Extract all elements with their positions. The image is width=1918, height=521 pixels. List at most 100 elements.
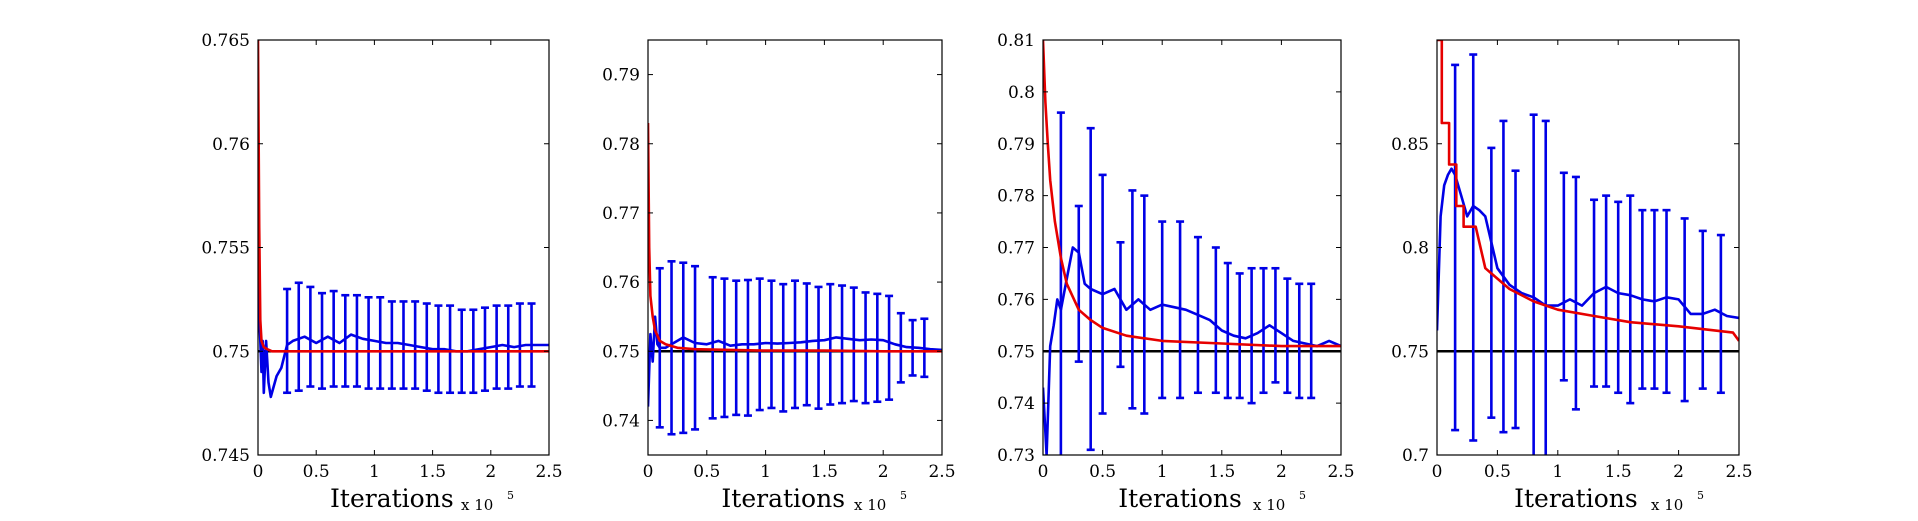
x-tick-label: 0.5	[693, 462, 720, 482]
y-tick-label: 0.76	[212, 135, 250, 155]
subplot-3: 0 0.5 1 1.5 2 2.5 0.73 0.74 0.75 0.76 0.77 0.78 0.79…	[997, 31, 1354, 514]
y-tick-label: 0.77	[997, 239, 1035, 259]
x-tick-label: 0.5	[303, 462, 330, 482]
x-tick-label: 2.5	[535, 462, 562, 482]
y-tick-label: 0.81	[997, 31, 1035, 51]
x-tick-label: 1	[369, 462, 380, 482]
error-bar	[814, 285, 823, 410]
error-bar	[1223, 261, 1232, 400]
error-bar	[1650, 208, 1659, 390]
x-tick-label: 2	[1276, 462, 1287, 482]
error-bar	[861, 291, 870, 405]
error-bar	[1487, 146, 1496, 419]
plot-content	[258, 40, 549, 399]
running-average-line	[1043, 40, 1341, 348]
error-bar	[1511, 169, 1520, 430]
x-tick-label: 1	[1157, 462, 1168, 482]
error-bar	[838, 284, 847, 405]
estimate-line	[648, 315, 942, 407]
error-bar	[1626, 194, 1635, 405]
subplot-4: 0 0.5 1 1.5 2 2.5 0.7 0.75 0.8 0.85 Iterations x 10…	[1391, 39, 1753, 514]
error-bar	[708, 275, 717, 420]
error-bar	[1307, 282, 1316, 400]
running-average-line	[648, 122, 942, 353]
error-bar	[743, 278, 752, 417]
y-tick-label: 0.79	[602, 66, 640, 86]
estimate-line	[1043, 246, 1341, 455]
error-bar	[1614, 200, 1623, 395]
error-bar	[283, 287, 292, 395]
y-tick-label: 0.76	[997, 290, 1035, 310]
x-tick-label: 1.5	[1605, 462, 1632, 482]
error-bar	[306, 285, 315, 388]
y-tick-label: 0.7	[1402, 446, 1429, 466]
x-tick-label: 2	[1673, 462, 1684, 482]
y-tick-label: 0.75	[602, 342, 640, 362]
y-tick-label: 0.77	[602, 204, 640, 224]
running-average-line	[1437, 40, 1739, 342]
error-bar	[779, 282, 788, 413]
x-exponent-power: 5	[900, 489, 907, 502]
x-tick-label: 1.5	[419, 462, 446, 482]
error-bar	[1662, 208, 1671, 395]
error-bar	[896, 311, 905, 384]
plot-area	[258, 40, 549, 455]
error-bar	[1541, 119, 1550, 455]
x-exponent: x 10	[1651, 496, 1683, 514]
y-tick-label: 0.8	[1402, 239, 1429, 259]
error-bar	[1469, 53, 1478, 442]
y-tick-label: 0.8	[1008, 83, 1035, 103]
y-tick-label: 0.74	[602, 411, 640, 431]
x-tick-label: 2.5	[1725, 462, 1752, 482]
error-bar	[791, 279, 799, 410]
y-tick-label: 0.74	[997, 394, 1035, 414]
x-tick-label: 2	[485, 462, 496, 482]
y-tick-label: 0.76	[602, 273, 640, 293]
plot-area	[1043, 40, 1341, 455]
axes-box	[647, 39, 943, 456]
x-axis-label: Iterations	[330, 484, 454, 513]
error-bar	[1116, 241, 1125, 369]
x-tick-label: 1.5	[811, 462, 838, 482]
y-tick-label: 0.79	[997, 135, 1035, 155]
error-bar	[849, 286, 858, 403]
x-tick-label: 0	[1432, 462, 1443, 482]
error-bar	[802, 282, 811, 407]
error-bar	[1451, 63, 1460, 432]
x-exponent: x 10	[854, 496, 886, 514]
error-bar	[1698, 229, 1707, 390]
x-exponent: x 10	[1253, 496, 1285, 514]
x-tick-label: 0	[1038, 462, 1049, 482]
y-tick-label: 0.78	[602, 135, 640, 155]
error-bar	[1559, 171, 1568, 382]
y-tick-label: 0.755	[201, 239, 250, 259]
error-bar	[1271, 266, 1280, 384]
y-tick-label: 0.765	[201, 31, 250, 51]
x-axis-label: Iterations	[1118, 484, 1242, 513]
x-tick-label: 0	[253, 462, 264, 482]
y-tick-label: 0.75	[1391, 342, 1429, 362]
subplot-2: 0 0.5 1 1.5 2 2.5 0.74 0.75 0.76 0.77 0.78 0.79 Iter…	[602, 39, 956, 514]
x-exponent-power: 5	[507, 489, 514, 502]
x-axis-label: Iterations	[1514, 484, 1638, 513]
x-tick-label: 0.5	[1089, 462, 1116, 482]
error-bar	[294, 281, 303, 392]
x-tick-label: 2.5	[1327, 462, 1354, 482]
error-bar	[667, 260, 676, 436]
error-bar	[1158, 220, 1167, 400]
subplot-1: 0 0.5 1 1.5 2 2.5 0.745 0.75 0.755 0.76 0.765 Itera…	[201, 31, 562, 514]
x-exponent-power: 5	[1697, 489, 1704, 502]
error-bar	[720, 277, 729, 419]
error-bar	[352, 293, 361, 388]
error-bar	[1128, 189, 1137, 410]
x-tick-label: 1	[760, 462, 771, 482]
x-tick-label: 2.5	[928, 462, 955, 482]
plot-content	[1043, 40, 1341, 455]
error-bar	[1571, 175, 1580, 411]
x-tick-label: 0.5	[1484, 462, 1511, 482]
x-tick-label: 2	[878, 462, 889, 482]
y-tick-label: 0.75	[212, 342, 250, 362]
y-tick-label: 0.85	[1391, 135, 1429, 155]
x-exponent-power: 5	[1299, 489, 1306, 502]
